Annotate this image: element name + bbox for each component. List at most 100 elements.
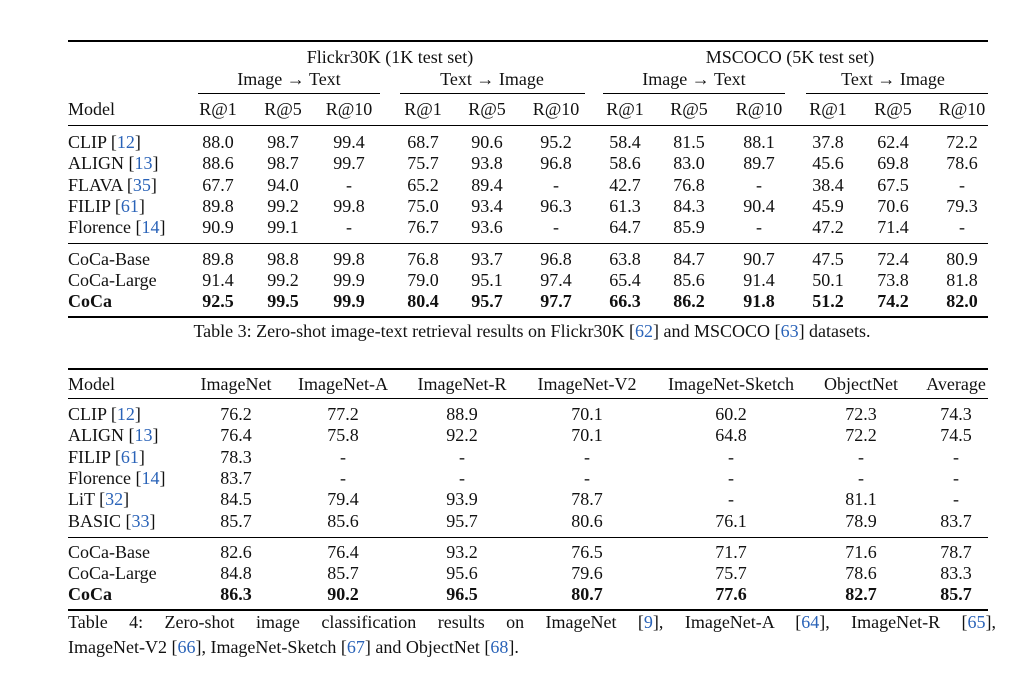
cell: 89.8 (202, 196, 234, 216)
cell: 82.7 (845, 584, 877, 604)
text-segment: ] (138, 447, 145, 467)
cell: 78.7 (940, 542, 972, 562)
cell: - (459, 468, 465, 488)
cell: 79.4 (327, 489, 359, 509)
cell: 72.3 (845, 404, 877, 424)
cell: 84.8 (220, 563, 252, 583)
cell: 95.2 (540, 132, 572, 152)
cell: 76.1 (715, 511, 747, 531)
cell: - (858, 447, 864, 467)
model-name: CLIP [12] (68, 405, 141, 423)
cell: 99.1 (267, 217, 299, 237)
cell: 93.4 (471, 196, 503, 216)
cell: 88.1 (743, 132, 775, 152)
cell: 67.7 (202, 175, 234, 195)
column-header: ImageNet-V2 (537, 374, 637, 394)
cell: 90.4 (743, 196, 775, 216)
text-segment: FLAVA [ (68, 175, 133, 195)
cell: 96.8 (540, 153, 572, 173)
sub-header: Text → Image (440, 69, 544, 89)
cell: 78.6 (845, 563, 877, 583)
cell: 70.6 (877, 196, 909, 216)
cell: - (346, 175, 352, 195)
cell: 93.6 (471, 217, 503, 237)
citation: 12 (116, 132, 135, 152)
cell: - (584, 447, 590, 467)
text-segment: ] (159, 217, 166, 237)
citation: 61 (120, 196, 139, 216)
cell: 79.3 (946, 196, 978, 216)
column-header: R@5 (264, 99, 302, 119)
cell: 85.9 (673, 217, 705, 237)
rule (68, 609, 988, 611)
cell: 72.2 (946, 132, 978, 152)
cell: 78.3 (220, 447, 252, 467)
rule (68, 124, 988, 126)
group-header: MSCOCO (5K test set) (705, 47, 875, 67)
citation: 63 (780, 321, 799, 341)
cell: - (953, 489, 959, 509)
text-segment: CoCa-Large (68, 270, 157, 290)
cell: 89.8 (202, 249, 234, 269)
cell: 84.7 (673, 249, 705, 269)
cell: 74.2 (877, 291, 909, 311)
cell: 45.9 (812, 196, 844, 216)
text-segment: ]. (508, 637, 519, 657)
cell: 93.8 (471, 153, 503, 173)
cell: 75.8 (327, 425, 359, 445)
model-name: ALIGN [13] (68, 154, 158, 172)
citation: 67 (346, 637, 365, 657)
cell: 84.3 (673, 196, 705, 216)
cell: 75.7 (407, 153, 439, 173)
citation: 13 (134, 425, 153, 445)
cell: 61.3 (609, 196, 641, 216)
model-name: CoCa-Large (68, 564, 157, 582)
column-header: Average (926, 374, 986, 394)
cell: 88.6 (202, 153, 234, 173)
citation: 13 (134, 153, 153, 173)
cell: 85.6 (327, 511, 359, 531)
cell: 76.2 (220, 404, 252, 424)
column-header: R@10 (938, 99, 986, 119)
rule (198, 92, 380, 94)
text-segment: CoCa-Base (68, 542, 150, 562)
cell: 64.7 (609, 217, 641, 237)
column-header: ObjectNet (824, 374, 898, 394)
cell: - (728, 468, 734, 488)
model-name: FLAVA [35] (68, 176, 157, 194)
cell: 76.7 (407, 217, 439, 237)
cell: 64.8 (715, 425, 747, 445)
cell: 80.7 (571, 584, 603, 604)
column-header: ImageNet-R (417, 374, 507, 394)
cell: 97.4 (540, 270, 572, 290)
cell: 75.0 (407, 196, 439, 216)
cell: 81.8 (946, 270, 978, 290)
text-segment: Florence [ (68, 468, 142, 488)
cell: 38.4 (812, 175, 844, 195)
column-header: R@1 (606, 99, 644, 119)
citation: 66 (177, 637, 196, 657)
cell: 74.5 (940, 425, 972, 445)
cell: 83.0 (673, 153, 705, 173)
cell: 83.7 (940, 511, 972, 531)
cell: 75.7 (715, 563, 747, 583)
citation: 62 (635, 321, 654, 341)
sub-header: Text → Image (841, 69, 945, 89)
table-caption: Table 3: Zero-shot image-text retrieval … (0, 322, 1014, 340)
cell: 95.7 (471, 291, 503, 311)
cell: 45.6 (812, 153, 844, 173)
cell: 76.4 (220, 425, 252, 445)
model-name: LiT [32] (68, 490, 129, 508)
cell: - (584, 468, 590, 488)
cell: - (459, 447, 465, 467)
cell: 73.8 (877, 270, 909, 290)
cell: 47.2 (812, 217, 844, 237)
cell: 91.8 (743, 291, 775, 311)
cell: 88.9 (446, 404, 478, 424)
cell: 90.6 (471, 132, 503, 152)
cell: 77.2 (327, 404, 359, 424)
cell: 99.9 (333, 291, 365, 311)
cell: 79.0 (407, 270, 439, 290)
cell: 96.3 (540, 196, 572, 216)
citation: 35 (132, 175, 151, 195)
